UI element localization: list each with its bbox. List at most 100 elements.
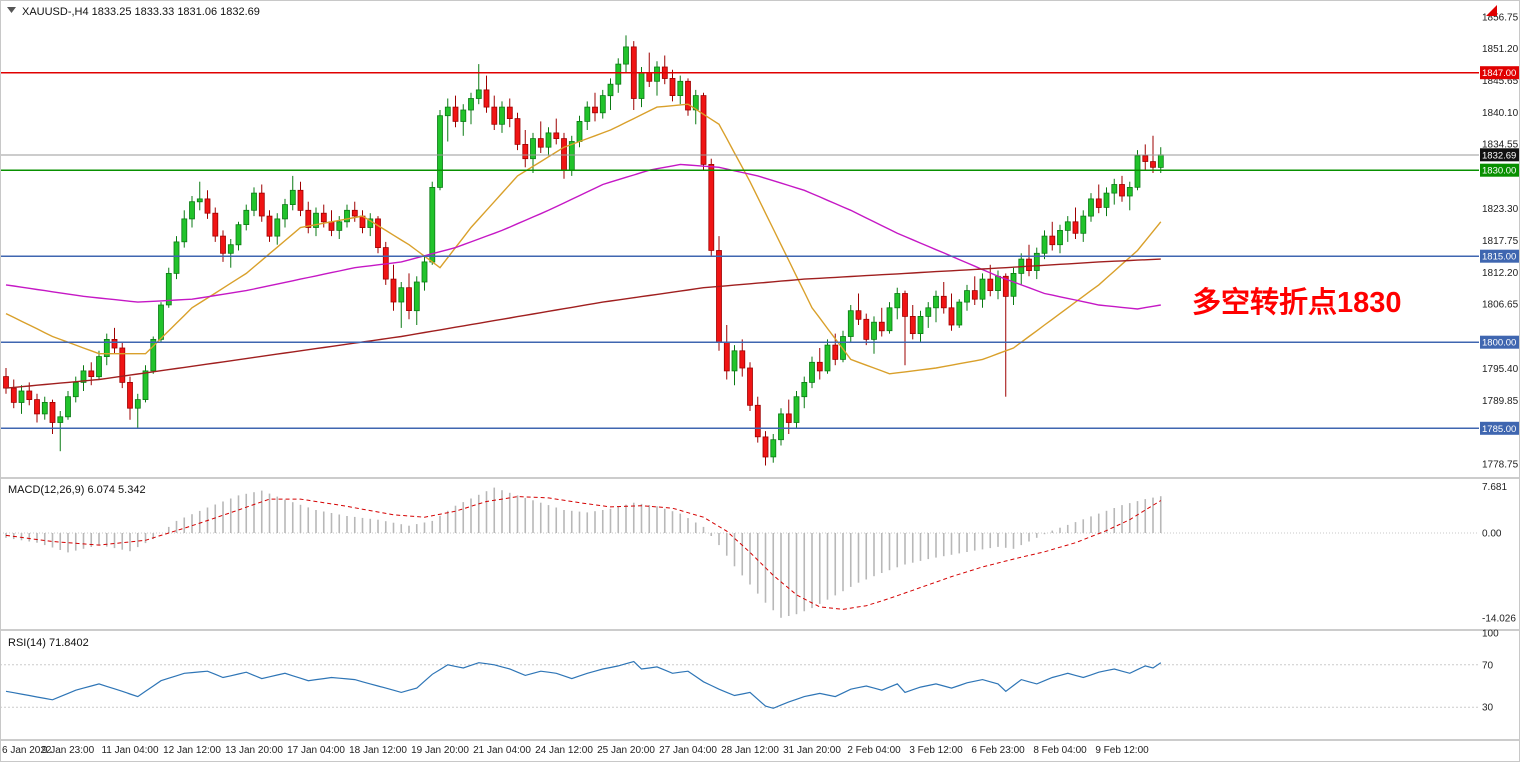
candle-body	[723, 341, 730, 372]
price-axis-layer: 1856.75 1851.20 1845.65 1840.10 1834.55 1823.…	[1482, 12, 1519, 470]
macd-axis-layer: 7.681 0.00 -14.026	[1482, 482, 1516, 625]
candle-body	[940, 295, 947, 309]
candle-body	[1041, 235, 1048, 254]
rsi-axis-label: 30	[1482, 703, 1494, 714]
candle-body	[34, 399, 40, 415]
rsi-line	[5, 660, 1162, 709]
candle-body	[274, 218, 281, 237]
candle-body	[708, 163, 715, 251]
candle-body	[313, 212, 319, 228]
candle-body	[971, 290, 978, 300]
candle-body	[460, 109, 467, 122]
price-tag	[1480, 148, 1519, 162]
time-axis-label: 25 Jan 20:00	[597, 745, 655, 756]
candle-body	[1157, 154, 1164, 168]
candle-body	[832, 344, 839, 360]
candle-body	[483, 89, 490, 108]
candle-body	[1057, 229, 1063, 246]
time-axis-label: 11 Jan 04:00	[101, 745, 159, 756]
time-axis-label: 2 Feb 04:00	[847, 745, 901, 756]
candle-body	[88, 370, 95, 377]
time-axis-label: 3 Feb 12:00	[909, 745, 963, 756]
candle-body	[429, 186, 436, 263]
candle-body	[150, 338, 157, 372]
candle-body	[289, 189, 296, 206]
candle-body	[793, 396, 800, 423]
candle-body	[878, 321, 885, 332]
time-axis-label: 24 Jan 12:00	[535, 745, 593, 756]
candle-body	[212, 212, 219, 237]
candle-body	[785, 413, 792, 423]
candle-body	[1111, 184, 1118, 194]
rsi-layer: 100 70 30	[0, 629, 1499, 714]
time-axis-label: 9 Jan 23:00	[42, 745, 95, 756]
candle-body	[855, 310, 862, 320]
candle-body	[421, 261, 428, 283]
price-tick-label: 1851.20	[1482, 44, 1519, 55]
macd-signal-layer	[5, 496, 1162, 610]
candle-body	[871, 321, 877, 340]
time-axis-label: 18 Jan 12:00	[349, 745, 407, 756]
candle-body	[196, 198, 203, 203]
candle-body	[607, 83, 614, 97]
ma-fast-orange	[5, 103, 1162, 375]
price-tick-label: 1856.75	[1482, 12, 1519, 23]
time-axis-label: 13 Jan 20:00	[225, 745, 283, 756]
candle-body	[10, 387, 17, 403]
time-axis-label: 17 Jan 04:00	[287, 745, 345, 756]
candle-body	[282, 204, 288, 220]
candle-body	[444, 106, 451, 117]
candle-body	[437, 115, 443, 188]
candle-body	[227, 244, 234, 254]
candle-body	[220, 235, 226, 254]
price-tag	[1480, 163, 1519, 177]
ma-slow-darkred	[5, 258, 1161, 389]
candle-body	[948, 307, 955, 326]
candle-body	[1072, 221, 1079, 234]
candle-body	[584, 106, 591, 122]
candle-body	[987, 278, 994, 292]
candle-body	[522, 143, 529, 160]
candle-body	[778, 413, 784, 441]
candle-body	[351, 209, 358, 217]
symbol-dropdown-icon[interactable]	[7, 7, 16, 13]
chart-shift-marker-icon[interactable]	[1486, 5, 1497, 16]
candle-body	[297, 189, 304, 211]
candle-body	[576, 121, 583, 142]
candle-body	[328, 221, 335, 231]
candle-body	[623, 46, 629, 65]
candle-body	[917, 315, 924, 334]
candle-body	[1126, 186, 1133, 197]
time-axis-label: 6 Jan 2022	[2, 745, 52, 756]
price-tick-label: 1840.10	[1482, 108, 1519, 119]
time-axis-label: 19 Jan 20:00	[411, 745, 469, 756]
price-tag	[1480, 335, 1519, 349]
price-tag-label: 1847.00	[1482, 68, 1516, 79]
macd-indicator-label: MACD(12,26,9) 6.074 5.342	[8, 484, 146, 496]
candle-body	[1119, 184, 1125, 197]
candle-body	[499, 106, 505, 125]
candle-body	[816, 361, 823, 372]
candle-body	[1134, 155, 1141, 188]
candle-body	[1150, 161, 1156, 168]
rsi-indicator-label: RSI(14) 71.8402	[8, 637, 89, 649]
price-tick-label: 1823.30	[1482, 204, 1519, 215]
price-tag-label: 1800.00	[1482, 338, 1516, 349]
time-axis-label: 31 Jan 20:00	[783, 745, 841, 756]
candle-body	[809, 361, 815, 383]
candle-body	[119, 347, 126, 383]
candle-body	[1010, 272, 1017, 297]
candle-body	[863, 318, 870, 340]
macd-signal-line	[5, 496, 1162, 610]
candle-body	[390, 278, 397, 303]
candle-body	[995, 275, 1001, 291]
candle-body	[824, 344, 831, 372]
candle-body	[266, 215, 273, 237]
candle-body	[902, 293, 908, 317]
candle-body	[127, 381, 133, 409]
candle-body	[677, 80, 684, 97]
